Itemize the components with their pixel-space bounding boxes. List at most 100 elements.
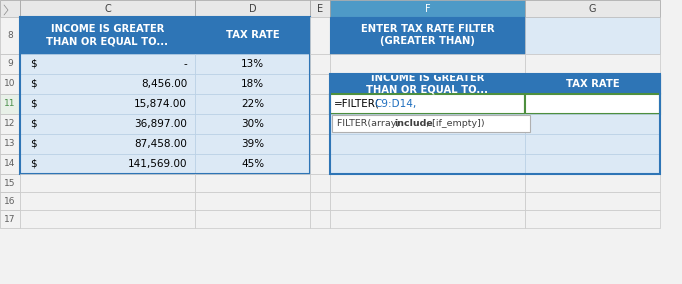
Bar bbox=[525, 17, 660, 54]
Text: 13%: 13% bbox=[241, 59, 264, 69]
Bar bbox=[310, 154, 330, 174]
Text: FILTER(array,: FILTER(array, bbox=[337, 119, 402, 128]
Bar bbox=[20, 94, 195, 114]
Bar bbox=[525, 192, 660, 210]
Text: include: include bbox=[394, 119, 433, 128]
Bar bbox=[20, 17, 195, 54]
Bar bbox=[195, 74, 310, 94]
Bar bbox=[0, 0, 20, 17]
Bar bbox=[330, 154, 525, 174]
Text: $: $ bbox=[30, 159, 37, 169]
Bar bbox=[330, 17, 525, 54]
Bar bbox=[525, 210, 660, 228]
Bar bbox=[0, 74, 20, 94]
Bar bbox=[0, 54, 20, 74]
Bar bbox=[310, 174, 330, 192]
Bar bbox=[525, 134, 660, 154]
Text: G: G bbox=[589, 3, 596, 14]
Bar bbox=[525, 0, 660, 17]
Text: 39%: 39% bbox=[241, 139, 264, 149]
Bar bbox=[195, 210, 310, 228]
Text: C: C bbox=[104, 3, 111, 14]
Bar bbox=[0, 154, 20, 174]
Bar bbox=[330, 74, 525, 94]
Bar bbox=[330, 174, 525, 192]
Text: E: E bbox=[317, 3, 323, 14]
Bar bbox=[330, 94, 525, 114]
Text: INCOME IS GREATER
THAN OR EQUAL TO...: INCOME IS GREATER THAN OR EQUAL TO... bbox=[46, 24, 168, 47]
Bar bbox=[195, 174, 310, 192]
Text: TAX RATE: TAX RATE bbox=[565, 79, 619, 89]
Bar bbox=[195, 154, 310, 174]
Text: 18%: 18% bbox=[241, 79, 264, 89]
Bar bbox=[195, 192, 310, 210]
Text: INCOME IS GREATER
THAN OR EQUAL TO...: INCOME IS GREATER THAN OR EQUAL TO... bbox=[366, 73, 488, 95]
Text: 36,897.00: 36,897.00 bbox=[134, 119, 187, 129]
Bar bbox=[525, 114, 660, 134]
Bar bbox=[310, 74, 330, 94]
Bar bbox=[310, 94, 330, 114]
Bar bbox=[0, 174, 20, 192]
Bar bbox=[20, 192, 195, 210]
Bar bbox=[310, 192, 330, 210]
Text: 14: 14 bbox=[4, 160, 16, 168]
Text: 87,458.00: 87,458.00 bbox=[134, 139, 187, 149]
Text: 16: 16 bbox=[4, 197, 16, 206]
Bar bbox=[525, 74, 660, 94]
Bar bbox=[0, 192, 20, 210]
Bar bbox=[310, 114, 330, 134]
Bar bbox=[195, 134, 310, 154]
Bar bbox=[310, 0, 330, 17]
Text: $: $ bbox=[30, 79, 37, 89]
Text: 45%: 45% bbox=[241, 159, 264, 169]
Bar bbox=[330, 0, 525, 17]
Text: -: - bbox=[183, 59, 187, 69]
Bar bbox=[0, 17, 20, 54]
Text: 11: 11 bbox=[4, 99, 16, 108]
Bar bbox=[20, 17, 310, 174]
Bar bbox=[20, 54, 195, 74]
Text: =FILTER(: =FILTER( bbox=[334, 99, 380, 109]
Bar bbox=[525, 174, 660, 192]
Bar bbox=[20, 154, 195, 174]
Bar bbox=[330, 192, 525, 210]
Text: 13: 13 bbox=[4, 139, 16, 149]
Bar bbox=[0, 114, 20, 134]
Bar bbox=[0, 210, 20, 228]
Bar bbox=[20, 210, 195, 228]
Bar bbox=[310, 54, 330, 74]
Text: $: $ bbox=[30, 139, 37, 149]
Bar bbox=[20, 114, 195, 134]
Text: 10: 10 bbox=[4, 80, 16, 89]
Bar bbox=[20, 74, 195, 94]
Text: C9:D14,: C9:D14, bbox=[374, 99, 416, 109]
Text: 30%: 30% bbox=[241, 119, 264, 129]
Bar bbox=[195, 114, 310, 134]
Text: D: D bbox=[249, 3, 256, 14]
Bar bbox=[0, 134, 20, 154]
Bar bbox=[310, 210, 330, 228]
Bar bbox=[330, 210, 525, 228]
Bar bbox=[525, 94, 660, 114]
Bar bbox=[525, 54, 660, 74]
Text: ENTER TAX RATE FILTER
(GREATER THAN): ENTER TAX RATE FILTER (GREATER THAN) bbox=[361, 24, 494, 47]
Text: 17: 17 bbox=[4, 214, 16, 224]
Text: $: $ bbox=[30, 59, 37, 69]
Bar bbox=[330, 74, 660, 174]
Bar bbox=[20, 134, 195, 154]
Bar bbox=[195, 17, 310, 54]
Text: 12: 12 bbox=[4, 120, 16, 128]
Bar bbox=[310, 17, 330, 54]
Text: $: $ bbox=[30, 99, 37, 109]
Bar bbox=[330, 54, 525, 74]
Bar bbox=[310, 134, 330, 154]
Text: TAX RATE: TAX RATE bbox=[226, 30, 280, 41]
Text: 9: 9 bbox=[7, 60, 13, 68]
Bar bbox=[20, 0, 195, 17]
Text: 22%: 22% bbox=[241, 99, 264, 109]
Text: 15,874.00: 15,874.00 bbox=[134, 99, 187, 109]
Bar bbox=[330, 114, 525, 134]
Text: 15: 15 bbox=[4, 179, 16, 187]
Text: 8,456.00: 8,456.00 bbox=[140, 79, 187, 89]
Text: 8: 8 bbox=[7, 31, 13, 40]
